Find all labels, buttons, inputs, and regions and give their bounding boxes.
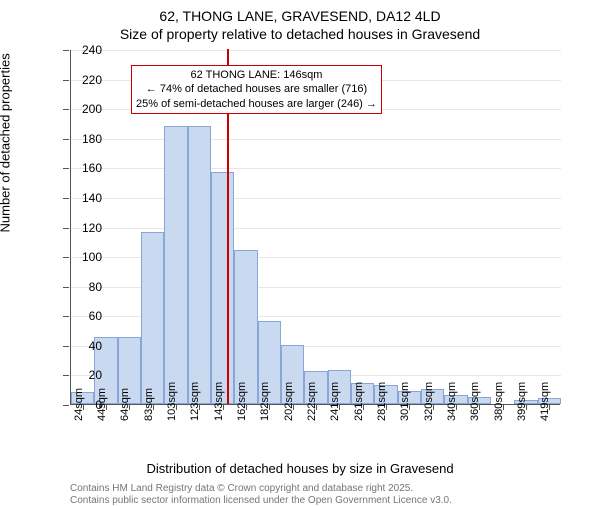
- y-tick-label: 240: [72, 43, 102, 57]
- annotation-line: 62 THONG LANE: 146sqm: [136, 68, 377, 82]
- y-tick: [63, 257, 69, 258]
- y-tick: [63, 198, 69, 199]
- y-tick-label: 40: [72, 339, 102, 353]
- y-tick-label: 20: [72, 368, 102, 382]
- annotation-line: 25% of semi-detached houses are larger (…: [136, 97, 377, 111]
- y-tick-label: 100: [72, 250, 102, 264]
- y-tick: [63, 139, 69, 140]
- y-tick: [63, 109, 69, 110]
- chart-title-sub: Size of property relative to detached ho…: [0, 26, 600, 42]
- y-tick: [63, 346, 69, 347]
- plot-area: 62 THONG LANE: 146sqm← 74% of detached h…: [70, 50, 560, 405]
- y-tick: [63, 375, 69, 376]
- x-axis-label: Distribution of detached houses by size …: [0, 461, 600, 476]
- y-tick: [63, 405, 69, 406]
- y-tick-label: 220: [72, 73, 102, 87]
- histogram-bar: [234, 250, 257, 404]
- footer-copyright: Contains HM Land Registry data © Crown c…: [70, 483, 413, 494]
- y-tick: [63, 50, 69, 51]
- y-tick-label: 180: [72, 132, 102, 146]
- y-tick-label: 160: [72, 161, 102, 175]
- y-tick: [63, 228, 69, 229]
- chart-container: 62, THONG LANE, GRAVESEND, DA12 4LD Size…: [0, 0, 600, 500]
- y-tick-label: 200: [72, 102, 102, 116]
- histogram-bar: [188, 126, 211, 404]
- y-tick: [63, 168, 69, 169]
- y-tick-label: 80: [72, 280, 102, 294]
- gridline: [71, 139, 561, 140]
- gridline: [71, 228, 561, 229]
- y-tick: [63, 316, 69, 317]
- y-tick: [63, 287, 69, 288]
- y-axis-label: Number of detached properties: [0, 53, 13, 232]
- histogram-bar: [211, 172, 234, 404]
- chart-title-main: 62, THONG LANE, GRAVESEND, DA12 4LD: [0, 8, 600, 24]
- gridline: [71, 50, 561, 51]
- footer-licence: Contains public sector information licen…: [70, 495, 452, 506]
- annotation-box: 62 THONG LANE: 146sqm← 74% of detached h…: [131, 65, 382, 114]
- annotation-line: ← 74% of detached houses are smaller (71…: [136, 82, 377, 96]
- y-tick-label: 140: [72, 191, 102, 205]
- histogram-bar: [141, 232, 164, 404]
- y-tick-label: 60: [72, 309, 102, 323]
- y-tick: [63, 80, 69, 81]
- y-tick-label: 120: [72, 221, 102, 235]
- gridline: [71, 168, 561, 169]
- gridline: [71, 198, 561, 199]
- histogram-bar: [164, 126, 187, 404]
